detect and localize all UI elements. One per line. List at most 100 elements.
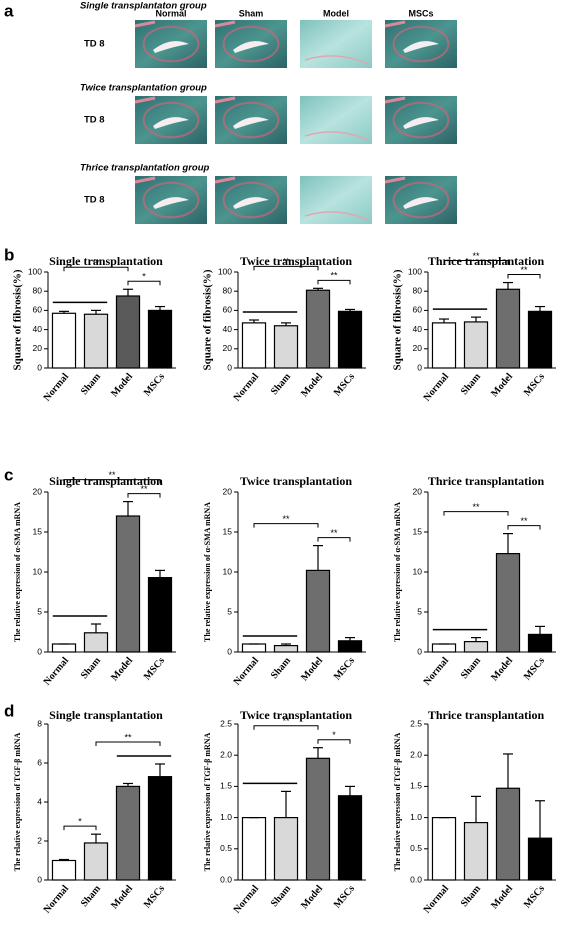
lumen <box>233 41 269 53</box>
y-tick-label: 0.0 <box>220 874 232 884</box>
y-tick-label: 0.5 <box>220 843 232 853</box>
group-title: Twice transplantation group <box>80 83 207 94</box>
significance-bracket <box>317 739 351 744</box>
column-header: Sham <box>239 8 264 18</box>
y-tick-label: 80 <box>413 285 423 295</box>
bar <box>463 321 489 369</box>
x-tick-label: Sham <box>269 371 294 397</box>
x-tick-label: Sham <box>79 371 104 397</box>
bar <box>527 837 553 881</box>
bar <box>463 640 489 653</box>
significance-label: ** <box>330 528 338 538</box>
y-tick-label: 1.5 <box>220 781 232 791</box>
bar <box>51 312 77 369</box>
y-tick-label: 40 <box>413 324 423 334</box>
tissue-edge <box>384 20 406 28</box>
tissue-edge <box>384 96 406 104</box>
x-tick-label: Model <box>109 883 135 911</box>
y-tick-label: 20 <box>33 343 43 353</box>
y-tick-label: 100 <box>408 266 422 276</box>
x-tick-label: MSCs <box>332 655 357 682</box>
tissue-edge <box>214 176 236 184</box>
bar <box>337 795 363 881</box>
bar <box>337 310 363 369</box>
significance-label: ** <box>520 516 528 526</box>
row-label: TD 8 <box>84 195 105 206</box>
bar <box>83 632 109 653</box>
x-tick-label: Model <box>489 655 515 683</box>
column-header: Normal <box>155 8 186 18</box>
y-tick-label: 0 <box>417 362 422 372</box>
significance-bracket <box>443 511 509 516</box>
y-axis-label: The relative expression of TGF-β mRNA <box>203 732 212 871</box>
significance-bracket <box>63 825 97 831</box>
y-tick-label: 15 <box>223 526 233 536</box>
tissue-edge <box>134 20 156 28</box>
panel-label: c <box>4 465 13 484</box>
group-title: Thrice transplantation group <box>80 163 210 174</box>
x-tick-label: MSCs <box>142 883 167 910</box>
panel-label: b <box>4 245 14 264</box>
x-tick-label: Model <box>299 655 325 683</box>
lumen <box>153 41 189 53</box>
significance-label: ** <box>472 251 480 261</box>
y-tick-label: 1.0 <box>410 812 422 822</box>
lumen <box>403 41 439 53</box>
significance-label: ** <box>140 484 148 494</box>
bar <box>241 816 267 881</box>
x-tick-label: Sham <box>79 883 104 909</box>
bar <box>83 842 109 881</box>
tissue-stain <box>392 101 450 139</box>
tissue-stain <box>304 55 369 65</box>
y-tick-label: 60 <box>413 305 423 315</box>
significance-label: * <box>78 817 82 827</box>
lumen <box>233 197 269 209</box>
y-tick-label: 4 <box>37 796 42 806</box>
y-tick-label: 5 <box>37 606 42 616</box>
y-tick-label: 20 <box>223 343 233 353</box>
y-tick-label: 100 <box>28 266 42 276</box>
x-tick-label: Normal <box>232 655 262 687</box>
y-tick-label: 6 <box>37 757 42 767</box>
bar <box>273 816 299 881</box>
y-axis-label: The relative expression of α-SMA mRNA <box>393 502 402 642</box>
y-tick-label: 80 <box>223 285 233 295</box>
x-tick-label: Normal <box>42 655 72 687</box>
column-header: MSCs <box>408 8 433 18</box>
x-tick-label: Model <box>299 371 325 399</box>
x-tick-label: Sham <box>79 655 104 681</box>
bar <box>273 325 299 369</box>
histology-image <box>300 96 372 144</box>
tissue-stain <box>304 131 369 141</box>
significance-bracket <box>127 493 161 498</box>
x-tick-label: Normal <box>232 371 262 403</box>
significance-label: ** <box>472 502 480 512</box>
y-tick-label: 0 <box>37 646 42 656</box>
bar <box>273 644 299 653</box>
x-tick-label: MSCs <box>522 655 547 682</box>
significance-label: * <box>332 730 336 740</box>
significance-label: * <box>142 272 146 282</box>
y-tick-label: 0 <box>417 646 422 656</box>
significance-label: ** <box>92 258 100 268</box>
significance-bracket <box>253 523 319 528</box>
y-axis-label: Square of fibrosis(%) <box>12 269 24 370</box>
significance-label: ** <box>282 514 290 524</box>
y-tick-label: 8 <box>37 718 42 728</box>
y-tick-label: 80 <box>33 285 43 295</box>
row-label: TD 8 <box>84 39 105 50</box>
bar <box>305 569 331 653</box>
x-tick-label: Normal <box>422 371 452 403</box>
tissue-stain <box>392 25 450 63</box>
x-tick-label: Normal <box>422 655 452 687</box>
y-tick-label: 1.5 <box>410 781 422 791</box>
y-axis-label: Square of fibrosis(%) <box>202 269 214 370</box>
y-tick-label: 2.5 <box>220 718 232 728</box>
x-tick-label: MSCs <box>142 655 167 682</box>
significance-label: ** <box>520 265 528 275</box>
y-tick-label: 0 <box>227 362 232 372</box>
panel-label: a <box>4 1 14 20</box>
y-tick-label: 20 <box>413 343 423 353</box>
lumen <box>153 117 189 129</box>
